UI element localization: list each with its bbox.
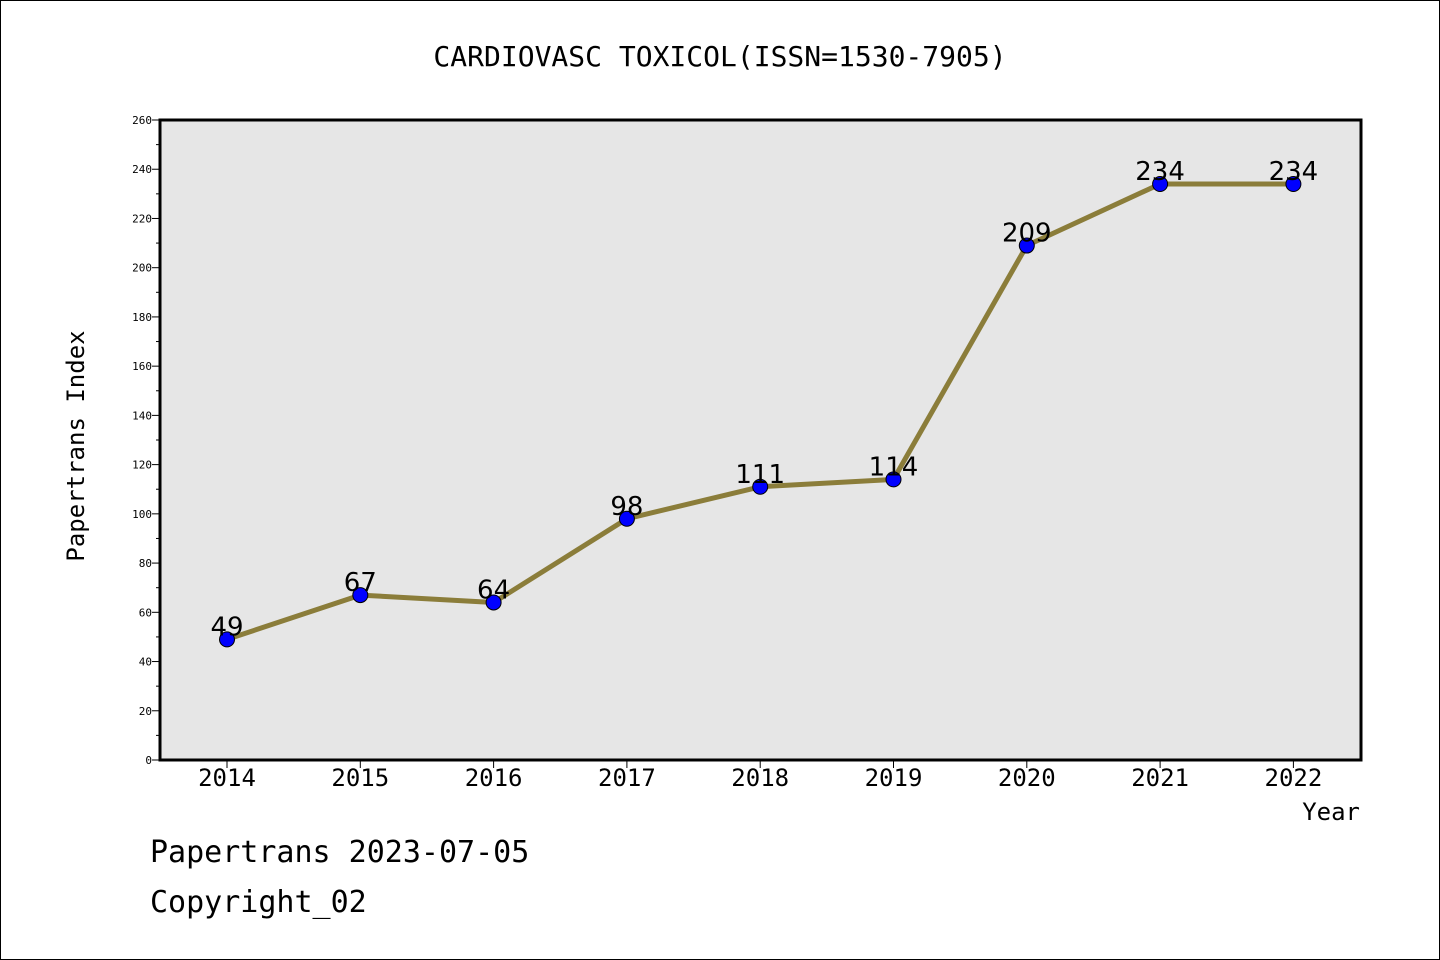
footer-date: Papertrans 2023-07-05 [150,835,530,870]
data-point [885,471,902,488]
data-label: 234 [1135,157,1185,187]
y-axis: 0 20 40 60 80 100 120 140 160 180 200 220 240 260 [132,114,160,767]
x-tick-label: 2015 [331,764,389,792]
x-tick-label: 2014 [198,764,256,792]
data-point [219,631,235,648]
y-tick-label: 260 [132,114,152,127]
x-tick-label: 2020 [998,764,1056,792]
x-axis-label: Year [1302,798,1360,826]
x-tick-label: 2021 [1131,764,1189,792]
data-point [352,587,369,604]
footer-copyright: Copyright_02 [150,885,367,920]
x-tick-label: 2016 [465,764,523,792]
y-tick-label: 240 [132,163,152,176]
data-label: 49 [210,612,243,642]
data-point [618,510,635,527]
y-tick-label: 180 [132,311,152,324]
data-label: 98 [610,492,643,522]
y-tick-label: 20 [139,705,152,718]
data-label: 111 [735,460,785,490]
data-point [1018,237,1035,254]
data-label: 234 [1269,157,1319,187]
data-series: 49 67 64 98 111 114 209 234 234 [210,157,1319,648]
data-label: 114 [869,452,919,482]
y-tick-label: 120 [132,459,152,472]
plot-area [158,118,1363,762]
y-tick-label: 220 [132,212,152,225]
y-tick-label: 100 [132,508,152,521]
data-point [752,478,769,495]
chart-title: CARDIOVASC TOXICOL(ISSN=1530-7905) [433,40,1006,73]
y-tick-label: 60 [139,606,152,619]
x-tick-label: 2017 [598,764,656,792]
y-tick-label: 140 [132,409,152,422]
x-tick-label: 2022 [1265,764,1323,792]
y-tick-label: 160 [132,360,152,373]
y-axis-label: Papertrans Index [62,330,90,561]
data-label: 209 [1002,219,1052,249]
data-point [1285,176,1302,192]
x-tick-label: 2018 [731,764,789,792]
y-tick-label: 200 [132,262,152,275]
y-tick-label: 0 [145,754,152,767]
x-axis: 2014 2015 2016 2017 2018 2019 2020 2021 2022 [198,760,1322,792]
data-point [1152,176,1169,192]
y-tick-label: 40 [139,656,152,669]
data-label: 67 [344,568,377,598]
data-label: 64 [477,575,510,605]
x-tick-label: 2019 [865,764,923,792]
y-tick-label: 80 [139,557,152,570]
data-point [485,594,502,611]
